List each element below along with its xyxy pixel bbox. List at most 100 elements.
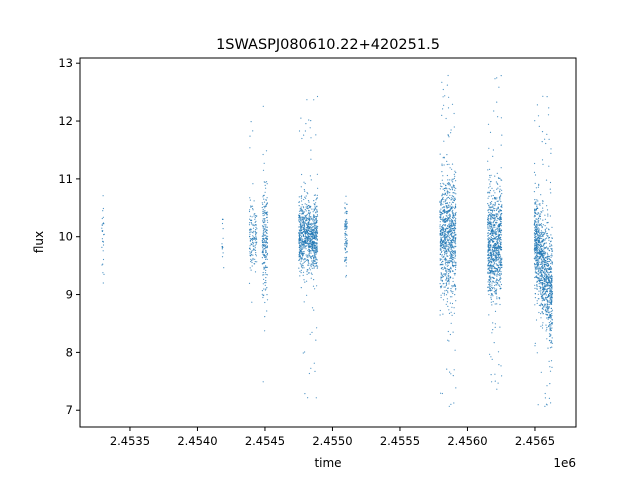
- data-point: [497, 284, 499, 286]
- data-point: [543, 246, 545, 248]
- data-point: [543, 265, 545, 267]
- data-point: [250, 231, 252, 233]
- data-point: [249, 239, 251, 242]
- data-point: [491, 269, 493, 272]
- data-point: [311, 231, 313, 233]
- data-point: [440, 277, 442, 279]
- data-point: [305, 195, 307, 197]
- data-point: [299, 224, 302, 227]
- data-point: [315, 228, 318, 230]
- data-point: [448, 213, 451, 215]
- data-point: [448, 214, 450, 216]
- data-point: [307, 212, 309, 214]
- data-point: [304, 236, 306, 238]
- data-point: [252, 257, 254, 260]
- data-point: [440, 208, 442, 210]
- data-point: [447, 107, 450, 109]
- data-point: [541, 282, 544, 284]
- data-point: [305, 236, 307, 238]
- data-point: [256, 215, 258, 217]
- data-point: [452, 277, 454, 279]
- data-point: [539, 267, 541, 270]
- data-point: [495, 260, 497, 262]
- data-point: [345, 222, 347, 224]
- data-point: [441, 267, 443, 269]
- data-point: [263, 278, 265, 280]
- data-point: [551, 319, 553, 321]
- data-point: [264, 231, 266, 233]
- data-point: [551, 296, 553, 298]
- data-point: [451, 250, 453, 252]
- data-point: [265, 250, 267, 252]
- data-point: [442, 96, 444, 98]
- data-point: [261, 240, 263, 242]
- data-point: [442, 268, 444, 271]
- data-point: [488, 243, 490, 245]
- data-point: [446, 210, 448, 212]
- data-point: [539, 269, 542, 271]
- data-point: [264, 289, 266, 291]
- data-point: [444, 238, 446, 240]
- data-point: [312, 220, 314, 222]
- data-point: [441, 197, 444, 200]
- data-point: [445, 294, 448, 296]
- data-point: [304, 238, 306, 240]
- data-point: [264, 237, 266, 239]
- data-point: [450, 252, 452, 254]
- data-point: [444, 242, 446, 244]
- data-point: [441, 280, 443, 282]
- data-point: [252, 223, 254, 225]
- data-point: [494, 218, 496, 220]
- data-point: [309, 247, 311, 249]
- data-point: [443, 201, 445, 203]
- data-point: [493, 272, 495, 274]
- data-point: [308, 214, 310, 216]
- data-point: [453, 283, 456, 285]
- data-point: [102, 241, 104, 243]
- data-point: [453, 262, 455, 264]
- data-point: [494, 292, 496, 294]
- data-point: [500, 243, 502, 245]
- data-point: [263, 162, 265, 164]
- data-point: [494, 274, 496, 276]
- data-point: [299, 270, 301, 272]
- data-point: [543, 290, 545, 292]
- data-point: [498, 240, 501, 242]
- data-point: [496, 241, 498, 243]
- data-point: [489, 233, 492, 235]
- data-point: [454, 227, 457, 229]
- data-point: [544, 306, 546, 308]
- data-point: [441, 254, 443, 256]
- data-point: [493, 290, 495, 293]
- data-point: [448, 217, 450, 219]
- data-point: [543, 270, 545, 273]
- data-point: [315, 257, 317, 259]
- data-point: [454, 240, 456, 242]
- data-point: [548, 282, 551, 284]
- data-point: [314, 288, 316, 290]
- data-point: [312, 249, 314, 251]
- data-point: [440, 272, 442, 274]
- data-point: [454, 294, 456, 296]
- data-point: [551, 340, 553, 342]
- data-point: [264, 184, 266, 186]
- data-point: [540, 211, 542, 213]
- data-point: [265, 187, 267, 189]
- data-point: [489, 212, 491, 214]
- data-point: [303, 210, 305, 213]
- data-point: [489, 226, 491, 228]
- data-point: [250, 258, 252, 260]
- data-point: [346, 218, 348, 221]
- data-point: [447, 232, 449, 234]
- data-point: [499, 288, 501, 290]
- data-point: [492, 221, 494, 223]
- data-point: [542, 284, 544, 286]
- data-point: [313, 203, 315, 205]
- data-point: [262, 271, 264, 274]
- data-point: [316, 327, 318, 329]
- data-point: [536, 204, 538, 206]
- data-point: [494, 175, 496, 177]
- data-point: [490, 244, 492, 246]
- data-point: [533, 233, 536, 235]
- data-point: [495, 251, 497, 253]
